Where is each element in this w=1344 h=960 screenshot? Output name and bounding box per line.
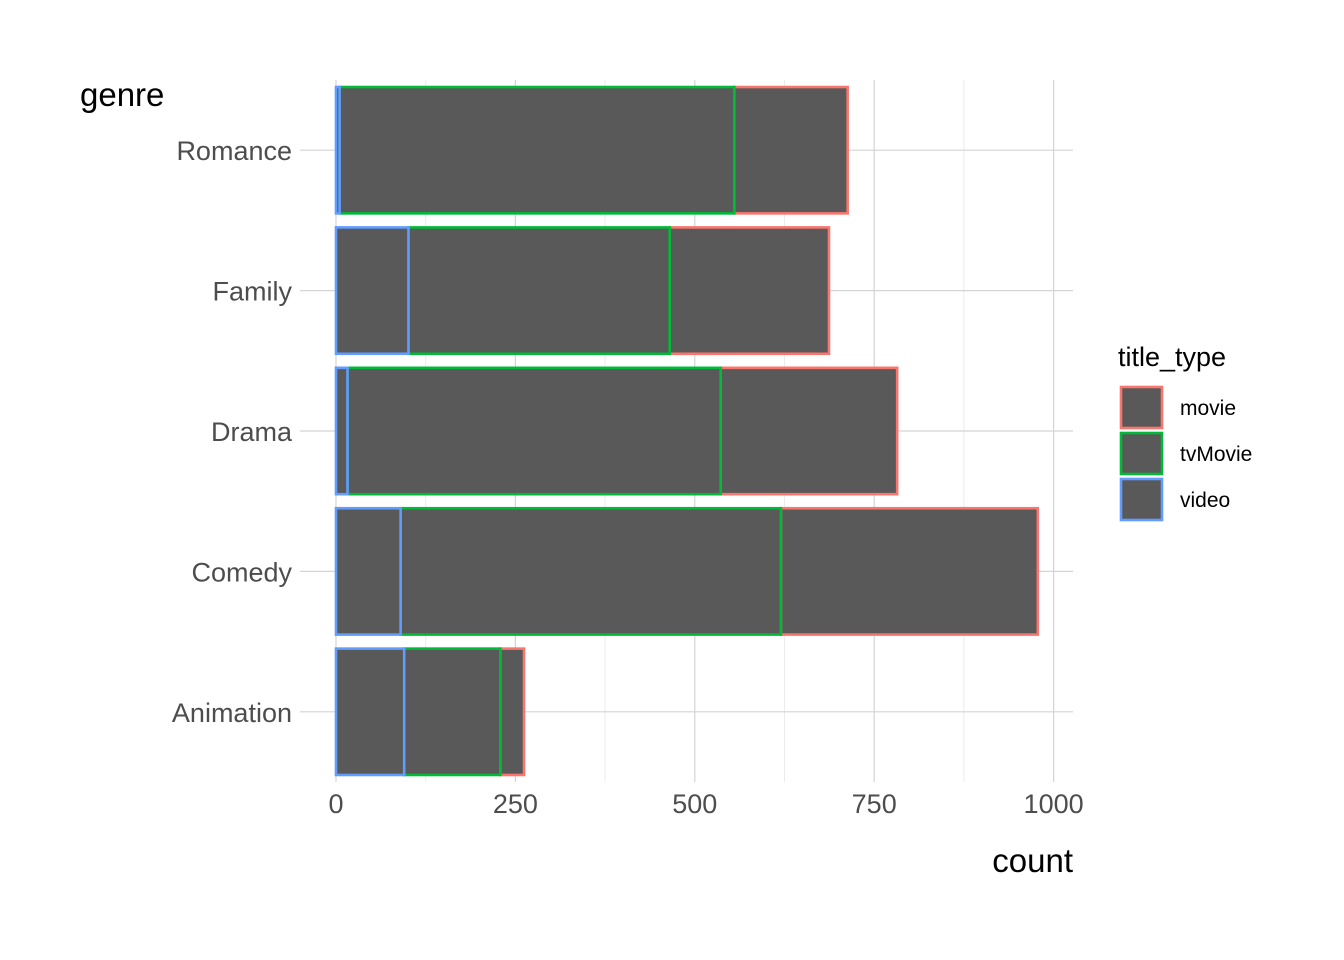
y-tick-label: Drama — [211, 417, 293, 447]
x-axis: 0 250 500 750 1000 — [328, 789, 1083, 819]
bar-movie-drama — [719, 366, 899, 496]
legend-label-movie: movie — [1180, 397, 1236, 420]
bar-tvMovie-animation — [402, 647, 502, 777]
legend: title_type movie tvMovie video — [1118, 342, 1252, 522]
y-axis: Animation Comedy Drama Family Romance — [172, 136, 293, 728]
bar-video-drama — [334, 366, 349, 496]
y-axis-title: genre — [80, 76, 164, 113]
bar-tvMovie-romance — [338, 85, 736, 215]
bar-movie-romance — [732, 85, 849, 215]
bar-video-romance — [334, 85, 341, 215]
legend-key-tvMovie — [1119, 431, 1164, 476]
x-tick-label: 500 — [672, 789, 717, 819]
y-tick-label: Romance — [176, 136, 292, 166]
legend-label-video: video — [1180, 489, 1230, 512]
y-tick-label: Animation — [172, 698, 292, 728]
bar-tvMovie-drama — [346, 366, 722, 496]
legend-label-tvMovie: tvMovie — [1180, 443, 1252, 466]
x-tick-label: 750 — [852, 789, 897, 819]
legend-title: title_type — [1118, 342, 1226, 372]
bar-movie-family — [668, 226, 831, 356]
legend-key-movie — [1119, 385, 1164, 430]
bars — [334, 85, 1040, 777]
bar-video-animation — [334, 647, 406, 777]
bar-video-comedy — [334, 506, 402, 636]
x-axis-title: count — [992, 842, 1073, 879]
y-tick-label: Family — [213, 277, 293, 307]
bar-tvMovie-comedy — [399, 506, 783, 636]
legend-key-video — [1119, 477, 1164, 522]
bar-video-family — [334, 226, 410, 356]
x-tick-label: 250 — [493, 789, 538, 819]
y-tick-label: Comedy — [191, 557, 292, 587]
x-tick-label: 1000 — [1024, 789, 1084, 819]
bar-movie-comedy — [779, 506, 1040, 636]
bar-movie-animation — [499, 647, 526, 777]
x-tick-label: 0 — [328, 789, 343, 819]
bar-tvMovie-family — [407, 226, 671, 356]
